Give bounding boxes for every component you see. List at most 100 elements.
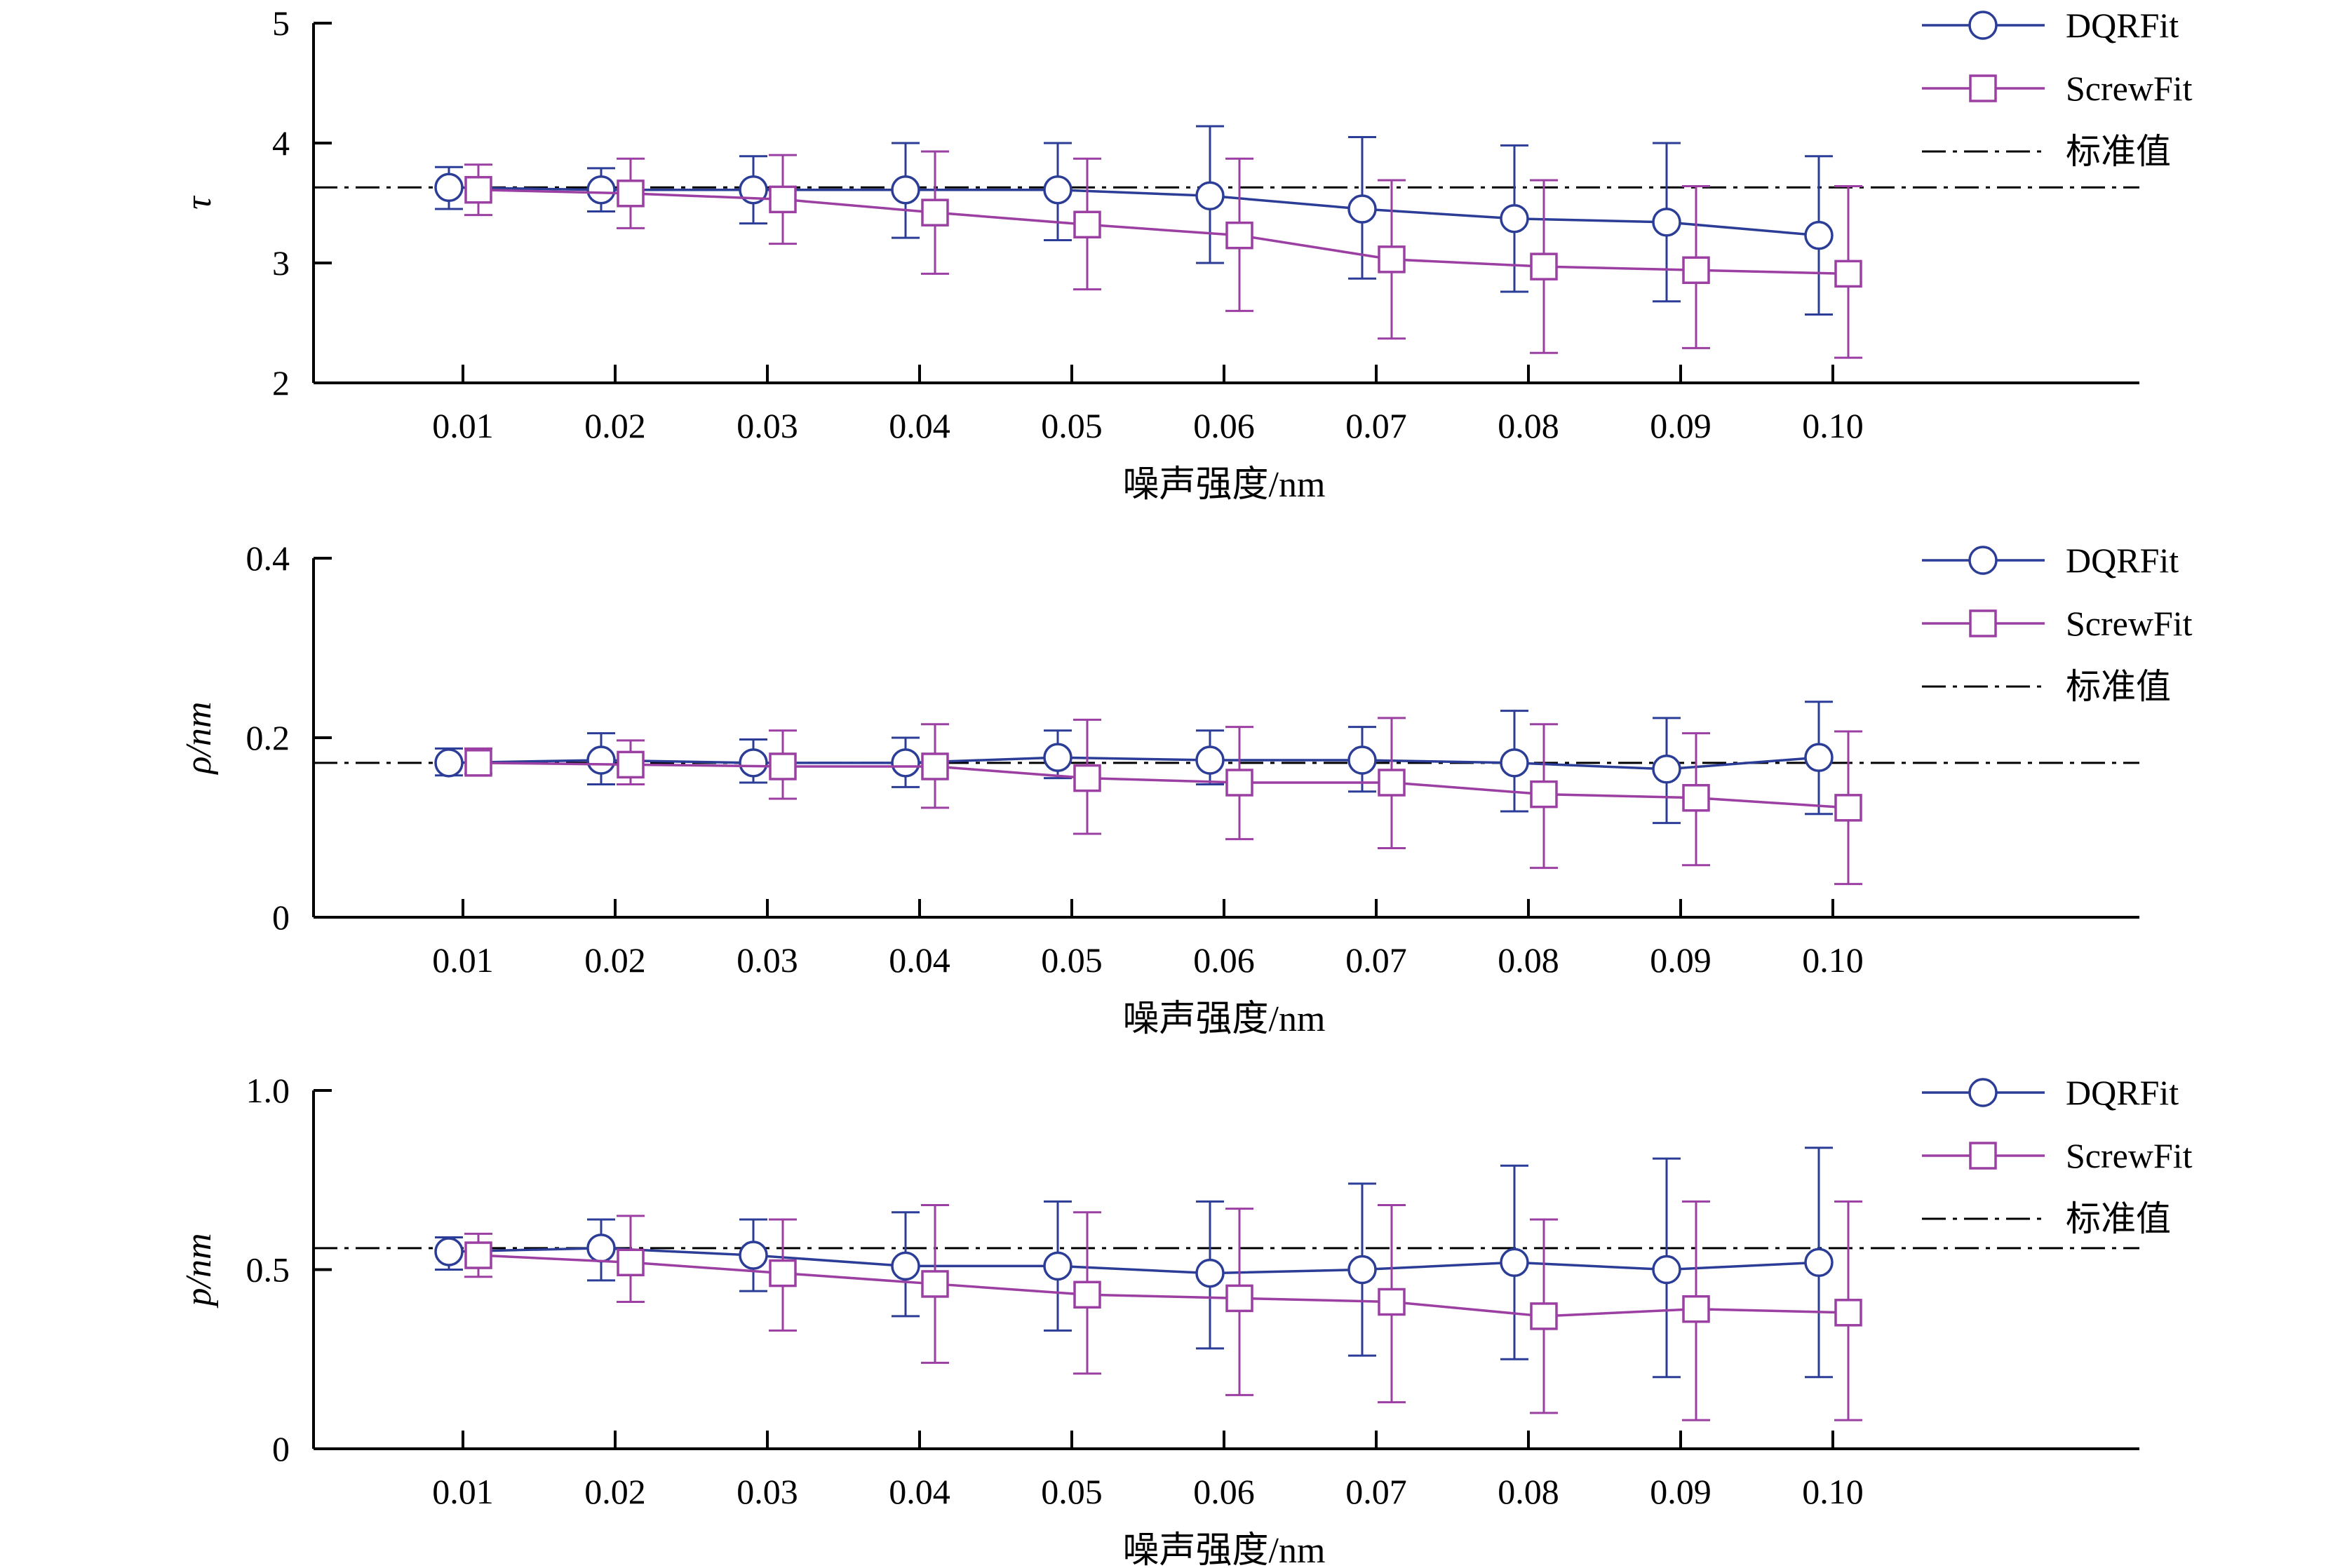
legend-label: ScrewFit (2066, 1136, 2193, 1175)
data-point (1804, 1248, 1834, 1278)
data-point (1652, 755, 1681, 784)
data-point (769, 185, 797, 214)
data-point (1530, 252, 1558, 281)
data-point (1378, 1287, 1406, 1316)
legend-marker (1969, 1142, 1997, 1170)
x-axis-title: 噪声强度/nm (1123, 1531, 1326, 1568)
data-point (586, 745, 616, 775)
legend-label: 标准值 (2066, 132, 2171, 171)
legend-label: 标准值 (2066, 1199, 2171, 1238)
data-point (1073, 1280, 1101, 1309)
x-tick-label: 0.02 (584, 406, 646, 445)
series-square (464, 150, 1862, 359)
x-tick-label: 0.02 (584, 940, 646, 980)
legend-marker (1968, 546, 1998, 575)
data-point (1043, 1251, 1072, 1281)
data-point (739, 175, 768, 205)
series-square (464, 717, 1862, 886)
data-point (1834, 259, 1862, 288)
data-point (1378, 245, 1406, 273)
data-point (464, 1241, 492, 1269)
data-point (891, 748, 920, 778)
x-tick-label: 0.04 (889, 940, 950, 980)
data-point (769, 1259, 797, 1287)
y-axis-title: ρ/nm (179, 702, 219, 776)
y-tick-label: 0 (272, 898, 290, 937)
data-point (921, 198, 949, 227)
legend-marker (1968, 11, 1998, 40)
legend-label: DQRFit (2066, 1073, 2179, 1112)
series-square (464, 1200, 1862, 1421)
y-tick-label: 1.0 (246, 1071, 290, 1110)
x-tick-label: 0.01 (432, 940, 494, 980)
data-point (769, 752, 797, 780)
x-axis-title: 噪声强度/nm (1123, 999, 1326, 1039)
data-point (1530, 1302, 1558, 1330)
x-tick-label: 0.09 (1650, 940, 1712, 980)
x-axis-title: 噪声强度/nm (1123, 465, 1326, 505)
chart-panel-1: 2 3 4 5 0.01 0.02 0.03 0.04 0.05 0.06 0.07 0.08 0.09… (179, 4, 2193, 505)
y-tick-label: 0.5 (246, 1250, 290, 1290)
legend-label: 标准值 (2066, 667, 2171, 706)
legend: DQRFit ScrewFit 标准值 (1922, 541, 2193, 706)
y-tick-label: 4 (272, 123, 290, 163)
x-tick-label: 0.10 (1802, 1472, 1864, 1511)
legend-label: DQRFit (2066, 541, 2179, 580)
chart-panel-3: 0 0.5 1.0 0.01 0.02 0.03 0.04 0.05 0.06 0.07 0.08 0… (179, 1071, 2193, 1568)
y-tick-label: 2 (272, 363, 290, 403)
data-point (891, 1251, 920, 1281)
data-point (1834, 794, 1862, 822)
legend-marker (1969, 609, 1997, 637)
series-line (478, 1254, 1849, 1318)
x-tick-label: 0.07 (1345, 406, 1407, 445)
x-tick-label: 0.07 (1345, 940, 1407, 980)
data-point (1682, 784, 1710, 812)
data-point (617, 1248, 645, 1277)
data-point (617, 750, 645, 779)
y-tick-label: 5 (272, 4, 290, 43)
data-point (1500, 1248, 1529, 1278)
series-circle (434, 701, 1834, 825)
data-point (1043, 175, 1072, 205)
x-tick-label: 0.04 (889, 1472, 950, 1511)
data-point (1225, 769, 1253, 797)
y-tick-label: 3 (272, 243, 290, 283)
data-point (1500, 748, 1529, 778)
data-point (1378, 769, 1406, 797)
x-tick-label: 0.05 (1041, 1472, 1103, 1511)
data-point (1682, 1295, 1710, 1323)
data-point (586, 1234, 616, 1263)
data-point (1530, 780, 1558, 809)
y-axis-title: p/nm (179, 1234, 219, 1309)
y-axis-title: τ (179, 195, 219, 210)
x-tick-label: 0.06 (1193, 406, 1255, 445)
x-tick-label: 0.08 (1498, 940, 1559, 980)
data-point (1043, 743, 1072, 772)
data-point (1225, 1284, 1253, 1313)
x-tick-label: 0.02 (584, 1472, 646, 1511)
data-point (1347, 1255, 1377, 1285)
series-circle (434, 125, 1834, 316)
legend: DQRFit ScrewFit 标准值 (1922, 6, 2193, 171)
data-point (1073, 764, 1101, 792)
x-tick-label: 0.05 (1041, 406, 1103, 445)
data-point (434, 748, 464, 778)
data-point (1500, 203, 1529, 234)
data-point (1225, 221, 1253, 250)
data-point (921, 752, 949, 780)
data-point (1652, 208, 1681, 237)
x-tick-label: 0.08 (1498, 406, 1559, 445)
data-point (586, 175, 616, 205)
legend: DQRFit ScrewFit 标准值 (1922, 1073, 2193, 1238)
data-point (1195, 745, 1225, 775)
data-point (921, 1270, 949, 1298)
data-point (1195, 181, 1225, 210)
data-point (1195, 1258, 1225, 1288)
x-tick-label: 0.01 (432, 1472, 494, 1511)
data-point (617, 180, 645, 208)
x-tick-label: 0.05 (1041, 940, 1103, 980)
chart-panel-2: 0 0.2 0.4 0.01 0.02 0.03 0.04 0.05 0.06 0.07 0.08 0… (179, 539, 2193, 1039)
data-point (1682, 256, 1710, 285)
data-point (1804, 220, 1834, 250)
legend-label: ScrewFit (2066, 69, 2193, 108)
